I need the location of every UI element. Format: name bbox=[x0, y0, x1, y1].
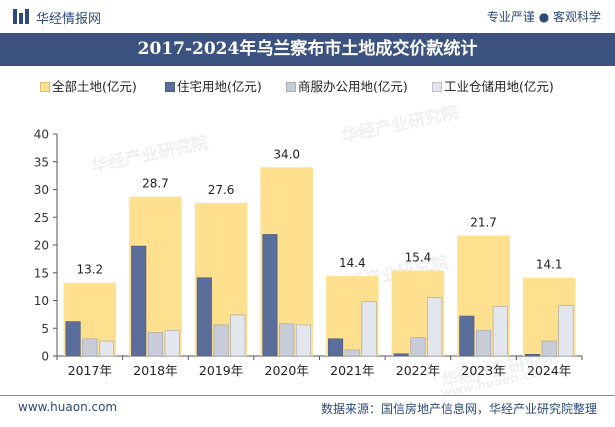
data-label-total: 34.0 bbox=[273, 147, 300, 161]
legend-item-total: 全部土地(亿元) bbox=[40, 76, 137, 95]
bar-residential bbox=[524, 354, 540, 357]
bar-commercial bbox=[82, 338, 98, 357]
legend-swatch-industrial bbox=[432, 82, 442, 92]
brand-logo-icon bbox=[13, 9, 29, 24]
x-tick-label: 2022年 bbox=[396, 363, 440, 378]
x-tick-label: 2019年 bbox=[199, 363, 243, 378]
bar-industrial bbox=[230, 314, 246, 357]
y-tick-label: 5 bbox=[41, 322, 49, 336]
y-tick-label: 15 bbox=[34, 266, 49, 280]
data-label-total: 28.7 bbox=[142, 177, 169, 191]
y-tick-label: 20 bbox=[34, 239, 49, 253]
x-tick-label: 2020年 bbox=[265, 363, 309, 378]
y-tick-label: 30 bbox=[34, 183, 49, 197]
bar-residential bbox=[328, 338, 344, 357]
footer-divider bbox=[0, 395, 615, 396]
legend-item-commercial: 商服办公用地(亿元) bbox=[286, 76, 408, 95]
x-tick-label: 2018年 bbox=[133, 363, 177, 378]
data-label-total: 27.6 bbox=[208, 183, 235, 197]
bar-residential bbox=[262, 234, 278, 357]
bar-industrial bbox=[361, 301, 377, 357]
bar-industrial bbox=[164, 330, 180, 357]
bar-commercial bbox=[541, 340, 557, 357]
x-tick-label: 2024年 bbox=[527, 363, 571, 378]
data-label-total: 14.4 bbox=[339, 256, 366, 270]
bar-residential bbox=[131, 245, 147, 357]
legend-label-residential: 住宅用地(亿元) bbox=[177, 79, 262, 94]
bar-commercial bbox=[344, 349, 360, 357]
y-tick-label: 10 bbox=[34, 294, 49, 308]
legend-label-total: 全部土地(亿元) bbox=[52, 79, 137, 94]
legend-swatch-commercial bbox=[286, 82, 296, 92]
bar-industrial bbox=[295, 324, 311, 357]
legend-label-commercial: 商服办公用地(亿元) bbox=[298, 79, 408, 94]
legend-item-residential: 住宅用地(亿元) bbox=[165, 76, 262, 95]
y-tick-label: 35 bbox=[34, 155, 49, 169]
top-bar: 华经情报网 专业严谨 ● 客观科学 bbox=[0, 0, 615, 33]
x-tick-label: 2017年 bbox=[68, 363, 112, 378]
bar-commercial bbox=[213, 324, 229, 357]
data-label-total: 14.1 bbox=[536, 258, 563, 272]
legend-label-industrial: 工业仓储用地(亿元) bbox=[444, 79, 554, 94]
y-tick-label: 0 bbox=[41, 350, 49, 364]
bar-residential bbox=[393, 353, 409, 357]
chart-title: 2017-2024年乌兰察布市土地成交价款统计 bbox=[137, 39, 478, 59]
bar-residential bbox=[459, 315, 475, 357]
x-tick-label: 2021年 bbox=[330, 363, 374, 378]
footer-source: 数据来源：国信房地产信息网，华经产业研究院整理 bbox=[320, 402, 597, 416]
bar-residential bbox=[196, 277, 212, 357]
chart-legend: 全部土地(亿元) 住宅用地(亿元) 商服办公用地(亿元) 工业仓储用地(亿元) bbox=[40, 76, 600, 95]
bar-commercial bbox=[410, 337, 426, 357]
y-tick-label: 40 bbox=[34, 128, 49, 142]
bar-industrial bbox=[558, 305, 574, 357]
bar-commercial bbox=[476, 330, 492, 357]
bar-residential bbox=[65, 321, 81, 357]
slogan: 专业严谨 ● 客观科学 bbox=[486, 10, 601, 24]
legend-swatch-total bbox=[40, 82, 50, 92]
title-bar: 2017-2024年乌兰察布市土地成交价款统计 bbox=[0, 33, 615, 66]
bar-commercial bbox=[147, 332, 163, 357]
footer-site[interactable]: www.huaon.com bbox=[18, 400, 118, 414]
data-label-total: 21.7 bbox=[470, 216, 497, 230]
data-label-total: 13.2 bbox=[76, 263, 103, 277]
data-label-total: 15.4 bbox=[405, 251, 432, 265]
bar-industrial bbox=[492, 306, 508, 357]
legend-swatch-residential bbox=[165, 82, 175, 92]
x-tick-label: 2023年 bbox=[461, 363, 505, 378]
y-tick-label: 25 bbox=[34, 211, 49, 225]
bar-industrial bbox=[427, 297, 443, 357]
bar-commercial bbox=[279, 323, 295, 357]
legend-item-industrial: 工业仓储用地(亿元) bbox=[432, 76, 554, 95]
brand-name[interactable]: 华经情报网 bbox=[36, 12, 102, 27]
bar-industrial bbox=[99, 340, 115, 357]
bar-chart: 0 5 10 15 20 25 30 35 40 13.2 2017年 28.7 2018年 27.6 20… bbox=[34, 128, 583, 378]
